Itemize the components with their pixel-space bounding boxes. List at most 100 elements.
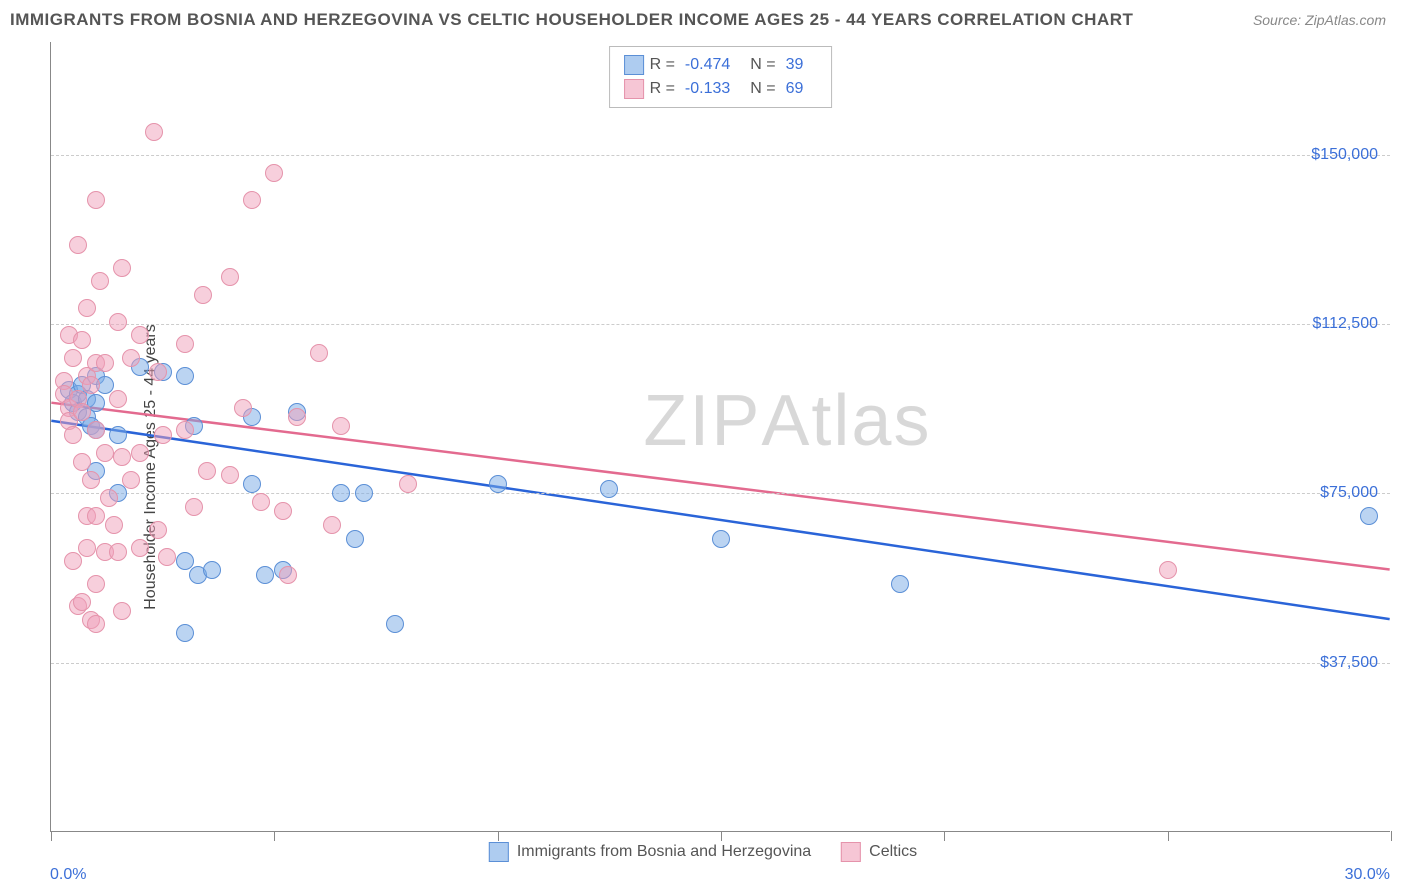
data-point [1159,561,1177,579]
data-point [69,236,87,254]
r-label: R = [650,53,675,77]
y-tick-label: $112,500 [1312,315,1378,333]
legend-item-b: Celtics [841,842,917,862]
data-point [82,471,100,489]
data-point [87,421,105,439]
x-tick [51,831,52,841]
legend-item-a: Immigrants from Bosnia and Herzegovina [489,842,811,862]
data-point [73,331,91,349]
data-point [122,471,140,489]
data-point [87,575,105,593]
data-point [131,444,149,462]
data-point [252,493,270,511]
data-point [78,539,96,557]
data-point [122,349,140,367]
legend-label-a: Immigrants from Bosnia and Herzegovina [517,843,811,861]
data-point [87,507,105,525]
data-point [91,272,109,290]
data-point [243,191,261,209]
gridline [51,493,1390,494]
data-point [234,399,252,417]
r-value-a: -0.474 [685,53,730,77]
plot-area: ZIPAtlas R = -0.474 N = 39 R = -0.133 N … [50,42,1390,832]
data-point [399,475,417,493]
stats-row-a: R = -0.474 N = 39 [624,53,818,77]
data-point [194,286,212,304]
y-tick-label: $150,000 [1311,146,1378,164]
data-point [279,566,297,584]
data-point [64,552,82,570]
data-point [712,530,730,548]
chart-container: Householder Income Ages 25 - 44 years ZI… [0,42,1406,892]
data-point [176,624,194,642]
data-point [600,480,618,498]
swatch-a-icon [624,55,644,75]
data-point [109,426,127,444]
data-point [310,344,328,362]
data-point [154,426,172,444]
data-point [243,475,261,493]
data-point [149,521,167,539]
data-point [185,498,203,516]
data-point [87,615,105,633]
x-tick [721,831,722,841]
data-point [109,543,127,561]
n-label: N = [750,77,775,101]
data-point [73,593,91,611]
data-point [113,259,131,277]
data-point [87,191,105,209]
data-point [73,453,91,471]
x-max-label: 30.0% [1345,866,1390,884]
y-tick-label: $75,000 [1320,484,1378,502]
n-value-a: 39 [786,53,804,77]
stats-row-b: R = -0.133 N = 69 [624,77,818,101]
swatch-a-icon [489,842,509,862]
data-point [131,539,149,557]
data-point [145,123,163,141]
swatch-b-icon [841,842,861,862]
trend-lines [51,42,1390,831]
data-point [64,426,82,444]
data-point [109,313,127,331]
swatch-b-icon [624,79,644,99]
data-point [489,475,507,493]
data-point [149,363,167,381]
n-value-b: 69 [786,77,804,101]
data-point [256,566,274,584]
data-point [332,417,350,435]
data-point [96,354,114,372]
data-point [355,484,373,502]
data-point [158,548,176,566]
data-point [332,484,350,502]
data-point [73,403,91,421]
x-tick [944,831,945,841]
data-point [265,164,283,182]
x-tick [498,831,499,841]
n-label: N = [750,53,775,77]
data-point [176,421,194,439]
source-credit: Source: ZipAtlas.com [1253,12,1386,28]
data-point [288,408,306,426]
data-point [323,516,341,534]
data-point [131,326,149,344]
x-axis-labels: 0.0% 30.0% [50,866,1390,884]
data-point [64,349,82,367]
data-point [100,489,118,507]
data-point [82,376,100,394]
r-label: R = [650,77,675,101]
r-value-b: -0.133 [685,77,730,101]
data-point [221,268,239,286]
data-point [386,615,404,633]
data-point [203,561,221,579]
data-point [176,367,194,385]
data-point [113,448,131,466]
legend-label-b: Celtics [869,843,917,861]
data-point [198,462,216,480]
x-tick [1391,831,1392,841]
x-min-label: 0.0% [50,866,86,884]
trend-line [51,421,1389,619]
data-point [1360,507,1378,525]
y-tick-label: $37,500 [1320,654,1378,672]
x-tick [1168,831,1169,841]
gridline [51,663,1390,664]
